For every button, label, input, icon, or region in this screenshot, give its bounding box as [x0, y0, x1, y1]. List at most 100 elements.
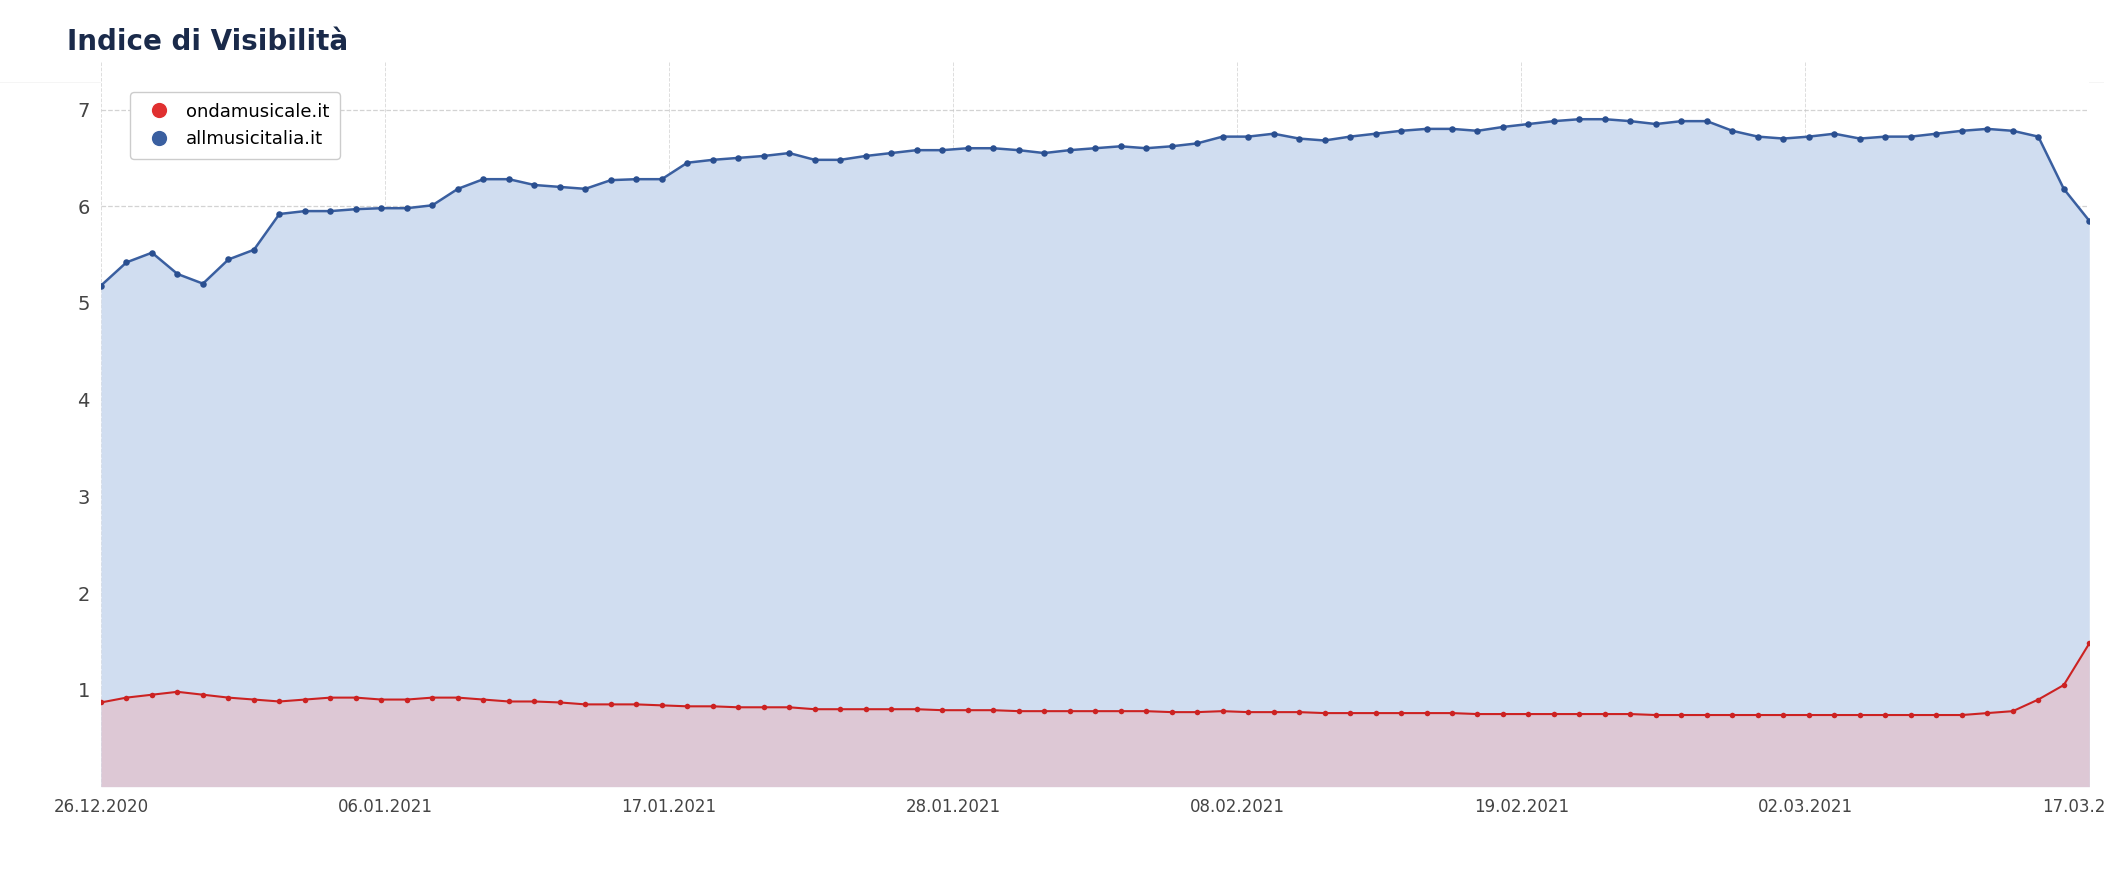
Point [1715, 708, 1748, 722]
Legend: ondamusicale.it, allmusicitalia.it: ondamusicale.it, allmusicitalia.it [130, 92, 341, 159]
Point [1002, 704, 1035, 718]
Point [518, 178, 551, 192]
Point [1740, 129, 1774, 143]
Point [442, 182, 476, 196]
Point [1614, 114, 1647, 128]
Point [492, 695, 526, 709]
Point [1664, 708, 1698, 722]
Point [1180, 136, 1214, 150]
Point [1767, 132, 1801, 146]
Point [1868, 129, 1902, 143]
Point [109, 690, 143, 704]
Text: Indice di Visibilità: Indice di Visibilità [67, 27, 349, 56]
Point [1027, 704, 1060, 718]
Point [747, 149, 781, 163]
Point [492, 172, 526, 186]
Point [389, 201, 423, 215]
Point [1639, 708, 1673, 722]
Point [185, 277, 219, 291]
Point [2072, 214, 2104, 228]
Point [646, 172, 680, 186]
Point [2022, 692, 2056, 706]
Point [1231, 129, 1265, 143]
Point [467, 172, 501, 186]
Point [1971, 121, 2005, 135]
Point [1511, 707, 1544, 721]
Point [1256, 705, 1290, 719]
Point [543, 696, 576, 710]
Point [1589, 707, 1622, 721]
Point [593, 697, 627, 711]
Point [671, 156, 705, 170]
Point [772, 700, 806, 714]
Point [1919, 708, 1953, 722]
Point [671, 699, 705, 713]
Point [568, 182, 602, 196]
Point [1690, 708, 1723, 722]
Point [772, 146, 806, 160]
Point [1715, 124, 1748, 138]
Point [1740, 708, 1774, 722]
Point [848, 702, 882, 716]
Point [619, 172, 652, 186]
Point [417, 690, 450, 704]
Point [1334, 706, 1368, 720]
Point [568, 697, 602, 711]
Point [722, 700, 755, 714]
Point [951, 704, 985, 718]
Point [339, 202, 372, 216]
Point [389, 692, 423, 706]
Point [1105, 139, 1138, 153]
Point [1639, 117, 1673, 131]
Point [901, 702, 934, 716]
Point [84, 696, 118, 710]
Point [696, 699, 730, 713]
Point [1309, 134, 1342, 148]
Point [875, 146, 909, 160]
Point [976, 704, 1010, 718]
Point [1180, 705, 1214, 719]
Point [823, 153, 856, 167]
Point [1206, 129, 1239, 143]
Point [1485, 120, 1519, 134]
Point [1614, 707, 1647, 721]
Point [1281, 132, 1315, 146]
Point [1002, 143, 1035, 157]
Point [263, 695, 297, 709]
Point [646, 698, 680, 712]
Point [1944, 708, 1978, 722]
Point [1359, 706, 1393, 720]
Point [2047, 182, 2081, 196]
Point [593, 173, 627, 187]
Point [1130, 704, 1164, 718]
Point [1511, 117, 1544, 131]
Point [364, 201, 398, 215]
Point [442, 690, 476, 704]
Point [84, 279, 118, 293]
Point [1105, 704, 1138, 718]
Point [1206, 704, 1239, 718]
Point [160, 685, 194, 699]
Point [185, 688, 219, 702]
Point [2072, 636, 2104, 650]
Point [1818, 708, 1852, 722]
Point [213, 253, 246, 267]
Point [1384, 124, 1418, 138]
Point [1664, 114, 1698, 128]
Point [926, 143, 959, 157]
Point [213, 690, 246, 704]
Point [1027, 146, 1060, 160]
Point [1563, 707, 1597, 721]
Point [467, 692, 501, 706]
Point [313, 690, 347, 704]
Point [1334, 129, 1368, 143]
Point [1944, 124, 1978, 138]
Point [1793, 129, 1826, 143]
Point [1460, 124, 1494, 138]
Point [288, 692, 322, 706]
Point [288, 205, 322, 218]
Point [619, 697, 652, 711]
Point [1868, 708, 1902, 722]
Point [339, 690, 372, 704]
Point [1410, 706, 1443, 720]
